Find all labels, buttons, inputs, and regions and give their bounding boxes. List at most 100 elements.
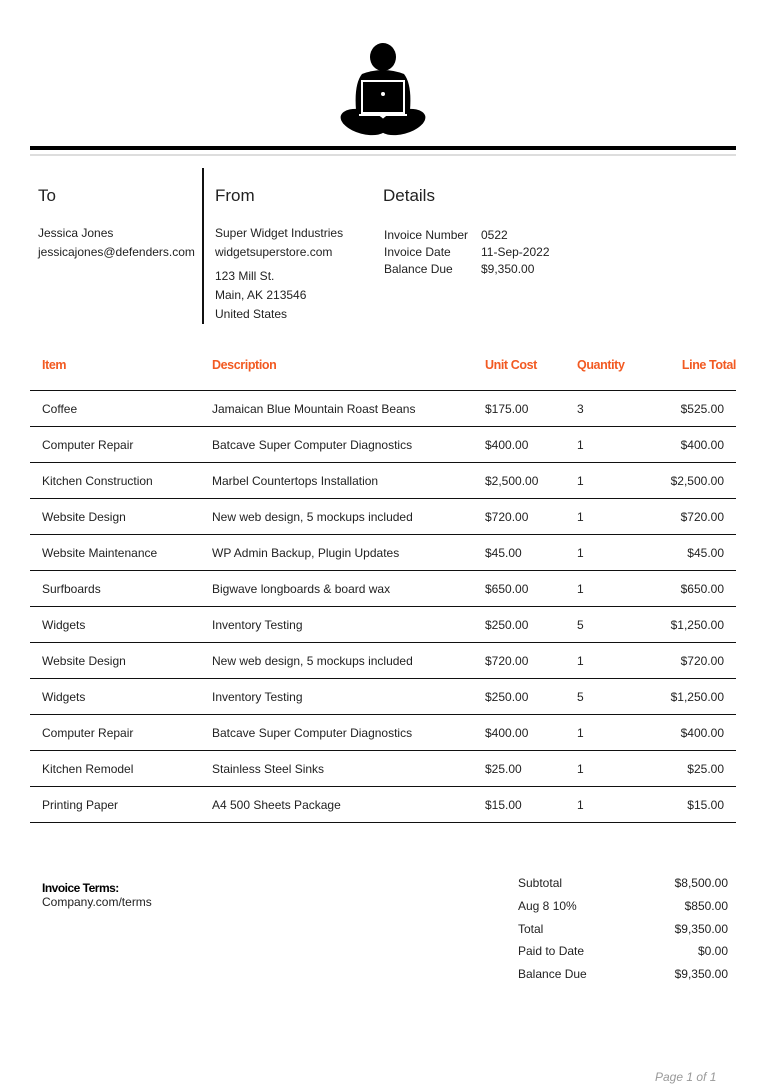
cell-item: Website Design bbox=[30, 642, 212, 679]
cell-line-total: $1,250.00 bbox=[657, 678, 736, 715]
cell-line-total: $720.00 bbox=[657, 642, 736, 679]
from-country: United States bbox=[215, 307, 288, 321]
cell-unit-cost: $720.00 bbox=[485, 498, 577, 535]
col-header-quantity: Quantity bbox=[577, 358, 625, 372]
header-rule-light bbox=[30, 154, 736, 156]
col-header-description: Description bbox=[212, 358, 277, 372]
summary-row: Aug 8 10% $850.00 bbox=[518, 899, 728, 913]
balance-due: $9,350.00 bbox=[481, 262, 535, 276]
line-items-table: Coffee Jamaican Blue Mountain Roast Beans… bbox=[30, 390, 736, 823]
cell-description: A4 500 Sheets Package bbox=[212, 786, 485, 823]
cell-quantity: 1 bbox=[577, 750, 657, 787]
cell-line-total: $2,500.00 bbox=[657, 462, 736, 499]
col-header-unit-cost: Unit Cost bbox=[485, 358, 537, 372]
cell-description: Inventory Testing bbox=[212, 678, 485, 715]
terms-link[interactable]: Company.com/terms bbox=[42, 895, 152, 909]
cell-quantity: 5 bbox=[577, 606, 657, 643]
summary-value: $9,350.00 bbox=[674, 967, 728, 981]
summary-row: Balance Due $9,350.00 bbox=[518, 967, 728, 981]
cell-description: Bigwave longboards & board wax bbox=[212, 570, 485, 607]
cell-line-total: $400.00 bbox=[657, 714, 736, 751]
cell-quantity: 3 bbox=[577, 390, 657, 427]
table-row: Kitchen Construction Marbel Countertops I… bbox=[30, 462, 736, 499]
summary-row: Subtotal $8,500.00 bbox=[518, 876, 728, 890]
cell-description: Batcave Super Computer Diagnostics bbox=[212, 714, 485, 751]
summary-label: Total bbox=[518, 922, 544, 936]
cell-line-total: $15.00 bbox=[657, 786, 736, 823]
summary-value: $8,500.00 bbox=[674, 876, 728, 890]
cell-description: Inventory Testing bbox=[212, 606, 485, 643]
details-heading: Details bbox=[383, 186, 435, 205]
cell-item: Kitchen Construction bbox=[30, 462, 212, 499]
table-row: Website Design New web design, 5 mockups … bbox=[30, 498, 736, 535]
cell-line-total: $720.00 bbox=[657, 498, 736, 535]
summary-value: $850.00 bbox=[684, 899, 728, 913]
table-row: Website Maintenance WP Admin Backup, Plug… bbox=[30, 534, 736, 571]
cell-description: Stainless Steel Sinks bbox=[212, 750, 485, 787]
table-row: Kitchen Remodel Stainless Steel Sinks $25.… bbox=[30, 750, 736, 787]
cell-description: Batcave Super Computer Diagnostics bbox=[212, 426, 485, 463]
cell-item: Kitchen Remodel bbox=[30, 750, 212, 787]
from-company: Super Widget Industries bbox=[215, 226, 344, 240]
table-row: Computer Repair Batcave Super Computer Di… bbox=[30, 714, 736, 751]
cell-quantity: 1 bbox=[577, 462, 657, 499]
cell-description: WP Admin Backup, Plugin Updates bbox=[212, 534, 485, 571]
table-row: Website Design New web design, 5 mockups … bbox=[30, 642, 736, 679]
cell-line-total: $1,250.00 bbox=[657, 606, 736, 643]
page-number: Page 1 of 1 bbox=[655, 1070, 717, 1084]
cell-quantity: 1 bbox=[577, 786, 657, 823]
invoice-date: 11-Sep-2022 bbox=[481, 245, 550, 259]
from-address1: 123 Mill St. bbox=[215, 269, 275, 283]
table-row: Widgets Inventory Testing $250.00 5 $1,250.0… bbox=[30, 606, 736, 643]
to-heading: To bbox=[38, 186, 56, 205]
cell-unit-cost: $15.00 bbox=[485, 786, 577, 823]
cell-line-total: $45.00 bbox=[657, 534, 736, 571]
summary-label: Paid to Date bbox=[518, 944, 585, 958]
cell-item: Computer Repair bbox=[30, 426, 212, 463]
col-header-item: Item bbox=[42, 358, 67, 372]
cell-item: Printing Paper bbox=[30, 786, 212, 823]
cell-quantity: 1 bbox=[577, 534, 657, 571]
cell-description: Jamaican Blue Mountain Roast Beans bbox=[212, 390, 485, 427]
cell-unit-cost: $400.00 bbox=[485, 714, 577, 751]
col-header-line-total: Line Total bbox=[681, 358, 737, 372]
column-divider bbox=[202, 168, 204, 324]
table-row: Computer Repair Batcave Super Computer Di… bbox=[30, 426, 736, 463]
terms-heading: Invoice Terms: bbox=[42, 881, 119, 895]
summary-value: $0.00 bbox=[697, 944, 728, 958]
cell-item: Coffee bbox=[30, 390, 212, 427]
cell-item: Website Design bbox=[30, 498, 212, 535]
cell-unit-cost: $400.00 bbox=[485, 426, 577, 463]
cell-line-total: $525.00 bbox=[657, 390, 736, 427]
cell-unit-cost: $175.00 bbox=[485, 390, 577, 427]
cell-unit-cost: $45.00 bbox=[485, 534, 577, 571]
cell-quantity: 1 bbox=[577, 498, 657, 535]
details-label: Invoice Number bbox=[384, 228, 469, 242]
cell-unit-cost: $2,500.00 bbox=[485, 462, 577, 499]
cell-unit-cost: $250.00 bbox=[485, 678, 577, 715]
cell-line-total: $650.00 bbox=[657, 570, 736, 607]
cell-item: Computer Repair bbox=[30, 714, 212, 751]
summary-label: Balance Due bbox=[518, 967, 587, 981]
person-with-laptop-icon bbox=[340, 43, 426, 136]
cell-quantity: 1 bbox=[577, 714, 657, 751]
header-rule bbox=[30, 146, 736, 150]
cell-line-total: $400.00 bbox=[657, 426, 736, 463]
cell-description: Marbel Countertops Installation bbox=[212, 462, 485, 499]
cell-item: Website Maintenance bbox=[30, 534, 212, 571]
from-address2: Main, AK 213546 bbox=[215, 288, 307, 302]
from-heading: From bbox=[215, 186, 255, 205]
table-row: Surfboards Bigwave longboards & board wax… bbox=[30, 570, 736, 607]
cell-item: Widgets bbox=[30, 678, 212, 715]
cell-quantity: 1 bbox=[577, 642, 657, 679]
table-row: Coffee Jamaican Blue Mountain Roast Beans… bbox=[30, 390, 736, 427]
cell-quantity: 5 bbox=[577, 678, 657, 715]
to-email: jessicajones@defenders.com bbox=[38, 245, 195, 259]
cell-unit-cost: $650.00 bbox=[485, 570, 577, 607]
cell-line-total: $25.00 bbox=[657, 750, 736, 787]
summary-label: Aug 8 10% bbox=[518, 899, 577, 913]
cell-unit-cost: $250.00 bbox=[485, 606, 577, 643]
table-row: Printing Paper A4 500 Sheets Package $15.0… bbox=[30, 786, 736, 823]
cell-quantity: 1 bbox=[577, 570, 657, 607]
details-label: Invoice Date bbox=[384, 245, 451, 259]
